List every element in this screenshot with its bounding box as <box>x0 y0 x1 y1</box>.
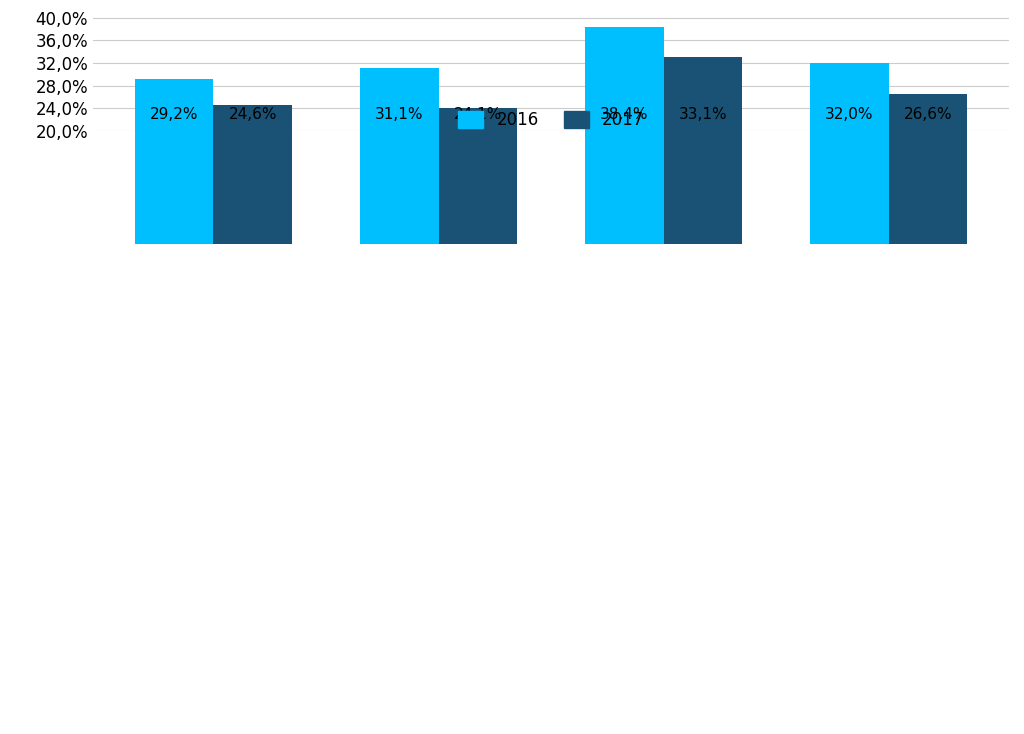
Bar <box>438 108 517 244</box>
Text: 24,6%: 24,6% <box>228 107 278 123</box>
Text: 32,0%: 32,0% <box>825 107 873 123</box>
Legend: 2016, 2017: 2016, 2017 <box>450 103 652 138</box>
Bar <box>810 63 889 244</box>
Bar <box>664 57 742 244</box>
Text: 26,6%: 26,6% <box>903 107 952 123</box>
Bar <box>213 105 292 244</box>
Bar <box>135 79 213 244</box>
Bar <box>359 68 438 244</box>
Text: 24,1%: 24,1% <box>454 107 502 123</box>
Text: 31,1%: 31,1% <box>375 107 423 123</box>
Text: 33,1%: 33,1% <box>679 107 727 123</box>
Text: 38,4%: 38,4% <box>600 107 648 123</box>
Text: 29,2%: 29,2% <box>150 107 199 123</box>
Bar <box>889 94 968 244</box>
Bar <box>585 27 664 244</box>
